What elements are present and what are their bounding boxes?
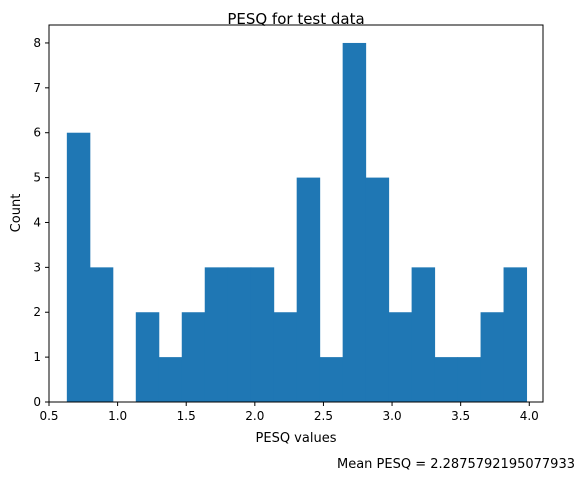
y-tick-label: 5 (33, 171, 41, 185)
histogram-bar (273, 312, 298, 402)
histogram-bar (296, 177, 321, 402)
mean-pesq-annotation: Mean PESQ = 2.2875792195077933 (337, 457, 575, 472)
y-axis-ticks: 0 1 2 3 4 5 6 7 8 (33, 36, 49, 409)
histogram-bar (89, 267, 114, 402)
y-tick-label: 6 (33, 126, 41, 140)
y-tick-label: 1 (33, 350, 41, 364)
chart-title: PESQ for test data (227, 10, 364, 28)
histogram-bar (135, 312, 160, 402)
histogram-bar (411, 267, 436, 402)
x-tick-label: 1.5 (177, 409, 196, 423)
histogram-bar (503, 267, 528, 402)
histogram-bar (227, 267, 252, 402)
x-tick-label: 3.5 (451, 409, 470, 423)
x-axis-ticks: 0.5 1.0 1.5 2.0 2.5 3.0 3.5 4.0 (39, 402, 539, 423)
histogram-bar (480, 312, 505, 402)
y-tick-label: 3 (33, 260, 41, 274)
y-tick-label: 7 (33, 81, 41, 95)
histogram-bar (158, 357, 183, 402)
x-tick-label: 0.5 (39, 409, 58, 423)
x-axis-label: PESQ values (256, 431, 337, 446)
y-tick-label: 4 (33, 215, 41, 229)
x-tick-label: 2.5 (314, 409, 333, 423)
x-tick-label: 1.0 (108, 409, 127, 423)
histogram-bar (365, 177, 390, 402)
y-tick-label: 2 (33, 305, 41, 319)
x-tick-label: 3.0 (383, 409, 402, 423)
y-tick-label: 0 (33, 395, 41, 409)
histogram-bar (66, 132, 91, 402)
histogram-bar (457, 357, 482, 402)
y-tick-label: 8 (33, 36, 41, 50)
x-tick-label: 2.0 (245, 409, 264, 423)
histogram-bar (342, 42, 367, 402)
y-axis-label: Count (9, 194, 24, 233)
histogram-bar (204, 267, 229, 402)
histogram-bar (434, 357, 459, 402)
histogram-bar (319, 357, 344, 402)
plot-frame (48, 24, 544, 403)
x-tick-label: 4.0 (520, 409, 539, 423)
bars-group (66, 42, 528, 402)
histogram-bar (250, 267, 275, 402)
histogram-bar (181, 312, 206, 402)
histogram-bar (388, 312, 413, 402)
